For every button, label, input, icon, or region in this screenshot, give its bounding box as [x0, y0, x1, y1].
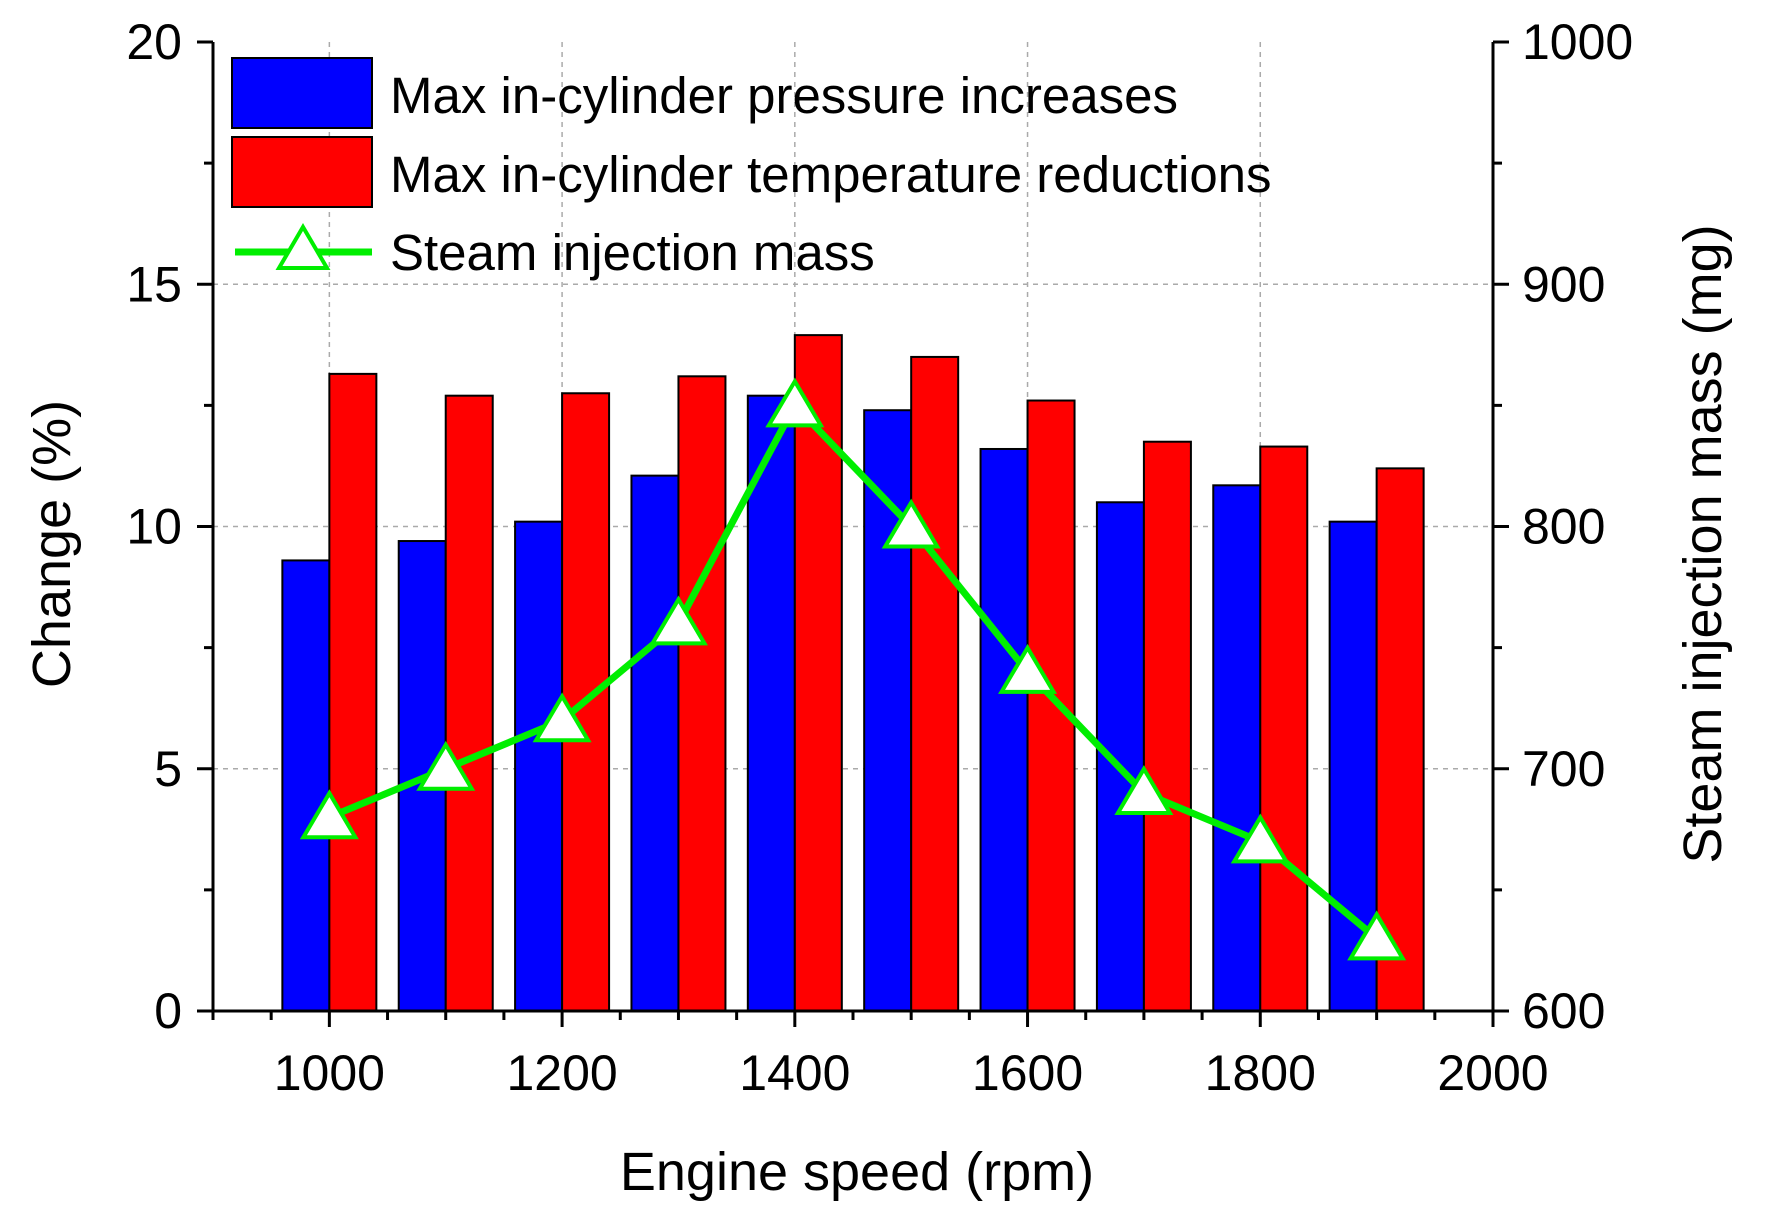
y-axis-title: Change (%)	[22, 400, 82, 688]
bar-temperature	[328, 372, 378, 1012]
x-axis-title: Engine speed (rpm)	[620, 1142, 1094, 1202]
bar-pressure	[514, 520, 564, 1013]
steam-point-marker	[416, 740, 476, 791]
bar-temperature	[793, 334, 843, 1012]
steam-series-line	[328, 401, 1379, 942]
legend-marker-steam	[275, 223, 331, 270]
y2-tick-label: 1000	[1522, 14, 1633, 70]
y2-axis-title: Steam injection mass (mg)	[1673, 224, 1733, 863]
bar-pressure	[630, 474, 680, 1012]
legend-label-steam: Steam injection mass	[390, 224, 875, 281]
steam-point-marker	[1114, 765, 1174, 815]
y2-tick-label: 800	[1522, 499, 1605, 555]
legend-swatch-temperature	[231, 136, 373, 208]
y-tick-label: 0	[154, 983, 182, 1039]
x-tick-label: 1800	[1205, 1045, 1316, 1101]
x-tick-label: 2000	[1437, 1045, 1548, 1101]
legend-swatch-pressure	[231, 57, 373, 129]
y2-tick-label: 700	[1522, 741, 1605, 797]
legend-label-pressure: Max in-cylinder pressure increases	[390, 67, 1178, 124]
steam-line	[299, 377, 1407, 961]
bar-pressure	[746, 394, 796, 1012]
y-tick-label: 10	[126, 499, 182, 555]
steam-point-marker	[1230, 813, 1290, 864]
x-tick-label: 1600	[972, 1045, 1083, 1101]
y-tick-label: 20	[126, 14, 182, 70]
bar-temperature	[677, 375, 727, 1012]
x-tick-label: 1200	[506, 1045, 617, 1101]
steam-point-marker	[998, 643, 1058, 694]
legend-label-temperature: Max in-cylinder temperature reductions	[390, 146, 1272, 203]
steam-point-marker	[765, 377, 825, 428]
bar-temperature	[910, 355, 960, 1012]
bar-temperature	[1026, 399, 1076, 1012]
y2-tick-label: 900	[1522, 256, 1605, 312]
steam-point-marker	[532, 692, 592, 743]
y2-tick-label: 600	[1522, 983, 1605, 1039]
steam-point-marker	[648, 595, 708, 646]
axes: 1000 1200 1400 1600 1800 2000 0 5 10 15 20 600 700 80…	[126, 14, 1633, 1101]
bar-pressure	[1212, 484, 1262, 1012]
steam-point-marker	[1347, 910, 1407, 961]
bar-pressure	[979, 447, 1029, 1013]
bar-pressure	[281, 559, 331, 1012]
y-tick-label: 15	[126, 256, 182, 312]
x-tick-label: 1400	[739, 1045, 850, 1101]
steam-point-marker	[299, 789, 359, 840]
bars	[281, 334, 1425, 1013]
bar-temperature	[444, 394, 494, 1012]
y-tick-label: 5	[154, 741, 182, 797]
legend: Max in-cylinder pressure increases Max i…	[231, 57, 1272, 281]
bar-temperature	[1375, 467, 1425, 1012]
x-tick-label: 1000	[274, 1045, 385, 1101]
bar-temperature	[1142, 440, 1192, 1012]
bar-pressure	[1095, 501, 1145, 1012]
bar-temperature	[1259, 445, 1309, 1012]
steam-point-marker	[881, 498, 941, 549]
